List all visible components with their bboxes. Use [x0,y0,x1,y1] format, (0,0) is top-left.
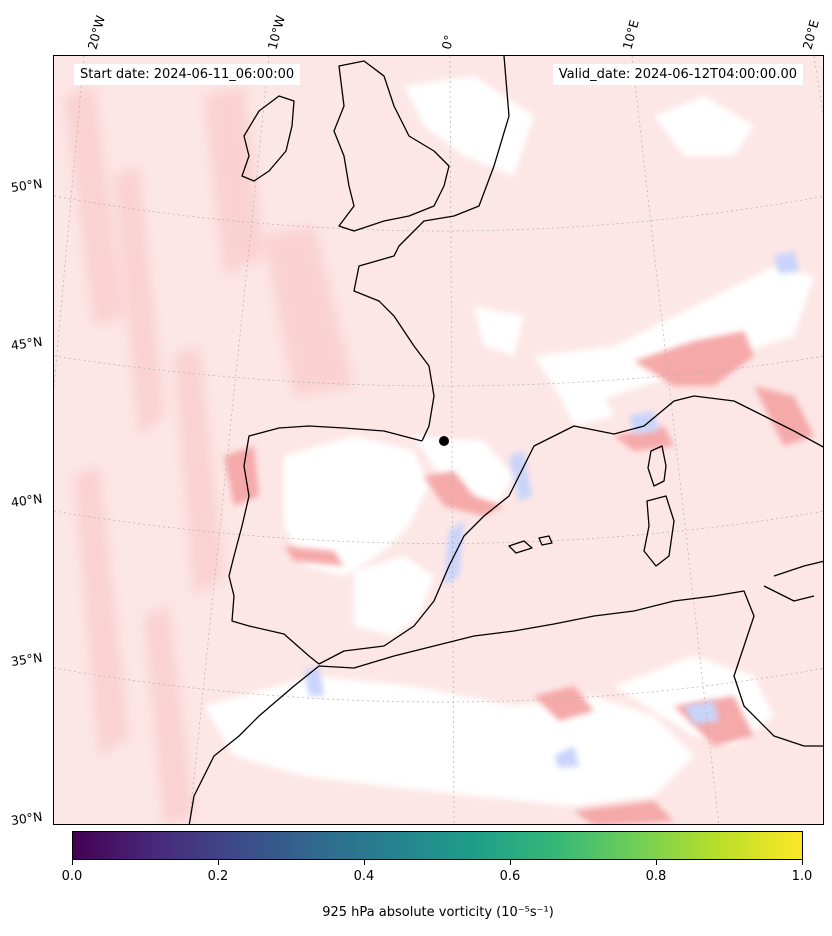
colorbar-tick [802,860,803,865]
lat-label-40n: 40°N [9,490,44,510]
colorbar-tick-label: 0.6 [499,869,521,884]
colorbar-tick [72,860,73,865]
colorbar-tick [364,860,365,865]
atlantic-stripes [64,86,354,824]
ireland-coast [241,95,295,182]
graticule [54,56,823,824]
valid-date-label: Valid_date: 2024-06-12T04:00:00.00 [552,64,803,85]
mediterranean-north-coast [553,395,823,448]
colorbar-tick [510,860,511,865]
continental-coast [353,56,510,442]
colorbar-tick-label: 0.0 [61,869,83,884]
lon-label-0: 0° [438,33,457,51]
colorbar-label: 925 hPa absolute vorticity (10⁻⁵s⁻¹) [322,905,554,920]
sicily-coast [763,560,823,602]
colorbar-tick-label: 1.0 [791,869,813,884]
iberia-east-coast [318,435,555,665]
map-svg [54,56,823,824]
colorbar-tick-label: 0.2 [207,869,229,884]
colorbar [72,831,803,860]
start-date-label: Start date: 2024-06-11_06:00:00 [74,64,301,85]
lat-label-35n: 35°N [9,649,44,669]
iberia-coast [228,425,423,665]
colorbar-tick-label: 0.8 [645,869,667,884]
lon-label-10w: 10°W [264,13,288,51]
colorbar-tick [218,860,219,865]
sardinia-coast [643,495,675,567]
positive-vorticity-patches [224,331,814,824]
lat-label-45n: 45°N [9,333,44,353]
balearic-coast [508,535,553,554]
colorbar-tick [656,860,657,865]
corsica-coast [647,445,667,487]
lon-label-10e: 10°E [619,18,642,52]
zero-vorticity-regions [204,76,814,806]
vorticity-map[interactable]: Start date: 2024-06-11_06:00:00 Valid_da… [53,55,824,825]
lat-label-50n: 50°N [9,175,44,195]
negative-vorticity-patches [304,251,799,768]
station-marker[interactable] [439,436,449,446]
lat-label-30n: 30°N [9,808,44,828]
great-britain-coast [333,60,450,232]
lon-label-20w: 20°W [84,13,108,51]
colorbar-tick-label: 0.4 [353,869,375,884]
coastlines [188,56,823,824]
north-africa-coast [188,590,823,824]
lon-label-20e: 20°E [799,18,822,52]
